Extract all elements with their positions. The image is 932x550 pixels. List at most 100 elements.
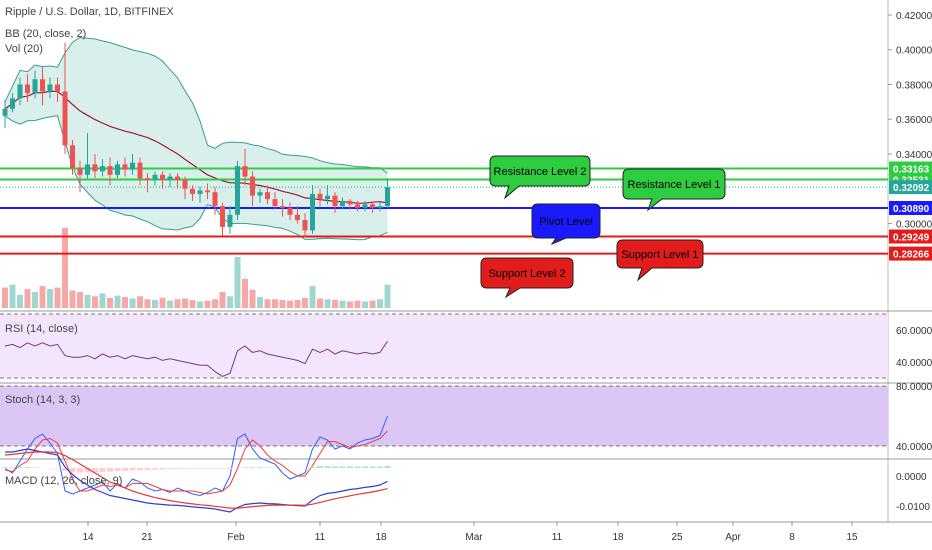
rsi-label: RSI (14, close) — [5, 323, 78, 335]
macd-histogram-bar — [137, 468, 143, 471]
macd-histogram-bar — [77, 468, 83, 473]
stoch-tick-label: 80.0000 — [896, 382, 932, 393]
volume-bar — [234, 256, 241, 308]
level-tag-bg — [889, 229, 932, 244]
price-tick-label: 0.38000 — [896, 80, 932, 91]
macd-histogram-bar — [212, 468, 218, 469]
last-price-tag: 0.32092 — [893, 183, 930, 194]
candle-body — [17, 84, 23, 99]
time-tick-label: 25 — [671, 532, 683, 543]
rsi-band-fill — [0, 314, 888, 378]
candle-body — [205, 190, 210, 193]
level-tag-value: 0.29249 — [893, 233, 930, 244]
volume-bars — [2, 227, 391, 308]
candle-body — [137, 162, 143, 179]
time-tick-label: 21 — [141, 532, 153, 543]
callout-text: Support Level 2 — [488, 268, 565, 280]
macd-histogram-bar — [219, 468, 226, 469]
macd-histogram-bar — [17, 467, 23, 468]
volume-bar — [219, 291, 226, 308]
candle-body — [265, 192, 270, 200]
volume-bar — [54, 287, 61, 308]
macd-histogram-bar — [324, 466, 331, 468]
volume-bar — [62, 227, 68, 308]
volume-bar — [69, 290, 76, 308]
volume-bar — [152, 299, 158, 308]
volume-bar — [287, 300, 293, 308]
macd-series — [5, 448, 388, 513]
candle-body — [317, 193, 323, 200]
level-tag-bg — [889, 200, 932, 215]
volume-bar — [114, 295, 121, 308]
callout-text: Resistance Level 2 — [494, 166, 587, 178]
macd-histogram-bar — [54, 468, 61, 469]
macd-label: MACD (12, 26, close, 9) — [5, 475, 122, 487]
volume-bar — [9, 284, 16, 308]
volume-bar — [249, 289, 256, 308]
volume-bar — [294, 299, 301, 308]
level-tag-bg — [889, 246, 932, 261]
volume-bar — [189, 299, 196, 308]
macd-histogram-bar — [189, 468, 196, 469]
macd-histogram-bar — [62, 468, 68, 472]
macd-histogram-bar — [242, 467, 248, 468]
macd-histogram-bar — [309, 466, 316, 468]
callout-resistance-level-2 — [489, 155, 591, 200]
volume-bar — [204, 300, 211, 308]
bb-upper — [4, 36, 388, 174]
volume-bar — [279, 299, 286, 308]
macd-histogram-bar — [2, 467, 8, 468]
macd-histogram-bar — [122, 468, 128, 471]
rsi-tick-label: 40.0000 — [896, 358, 932, 369]
chart-title: Ripple / U.S. Dollar, 1D, BITFINEX — [5, 6, 174, 18]
macd-histogram-bar — [354, 466, 361, 468]
last-price-tag-bg — [889, 180, 932, 195]
volume-bar — [257, 297, 263, 308]
macd-histogram-bar — [362, 466, 368, 468]
candle-body — [92, 164, 98, 172]
volume-bar — [309, 286, 316, 308]
candle-body — [40, 79, 45, 92]
bb-basis — [4, 90, 388, 204]
time-tick-label: 11 — [315, 532, 326, 543]
candle-body — [107, 166, 113, 175]
time-tick-label: 11 — [552, 532, 563, 543]
macd-histogram-bar — [92, 468, 98, 473]
macd-histogram-bar — [167, 468, 173, 470]
candle-body — [130, 162, 135, 170]
rsi-line — [4, 340, 388, 377]
candle-body — [235, 166, 240, 215]
volume-bar — [144, 299, 151, 308]
candle-body — [287, 207, 293, 215]
candle-body — [370, 204, 375, 208]
volume-bar — [339, 300, 346, 308]
time-tick-label: 8 — [789, 532, 795, 543]
macd-histogram-bar — [114, 468, 121, 472]
price-tick-label: 0.34000 — [896, 150, 932, 161]
macd-histogram-bar — [384, 466, 391, 468]
time-tick-label: Apr — [725, 532, 741, 543]
volume-bar — [369, 300, 376, 308]
candle-body — [310, 193, 315, 231]
volume-bar — [317, 298, 323, 308]
stoch-band-fill — [0, 386, 888, 446]
macd-histogram-bar — [369, 466, 376, 468]
candle-body — [325, 195, 330, 200]
level-tag-bg — [889, 161, 932, 176]
volume-bar — [167, 300, 173, 308]
candle-body — [115, 164, 120, 175]
callout-pivot-level — [531, 203, 601, 246]
candle-body — [25, 84, 30, 94]
candle-body — [280, 206, 285, 208]
callout-text: Resistance Level 1 — [628, 179, 721, 191]
time-tick-label: Mar — [465, 532, 483, 543]
price-tick-label: 0.42000 — [896, 11, 932, 22]
macd-histogram-bar — [9, 467, 16, 468]
macd-histogram-bar — [227, 468, 233, 470]
volume-bar — [272, 299, 278, 308]
macd-tick-label: 0.0000 — [896, 472, 927, 483]
price-axis-bg — [888, 0, 932, 550]
candle-body — [377, 206, 383, 208]
macd-histogram-bar — [152, 468, 158, 470]
